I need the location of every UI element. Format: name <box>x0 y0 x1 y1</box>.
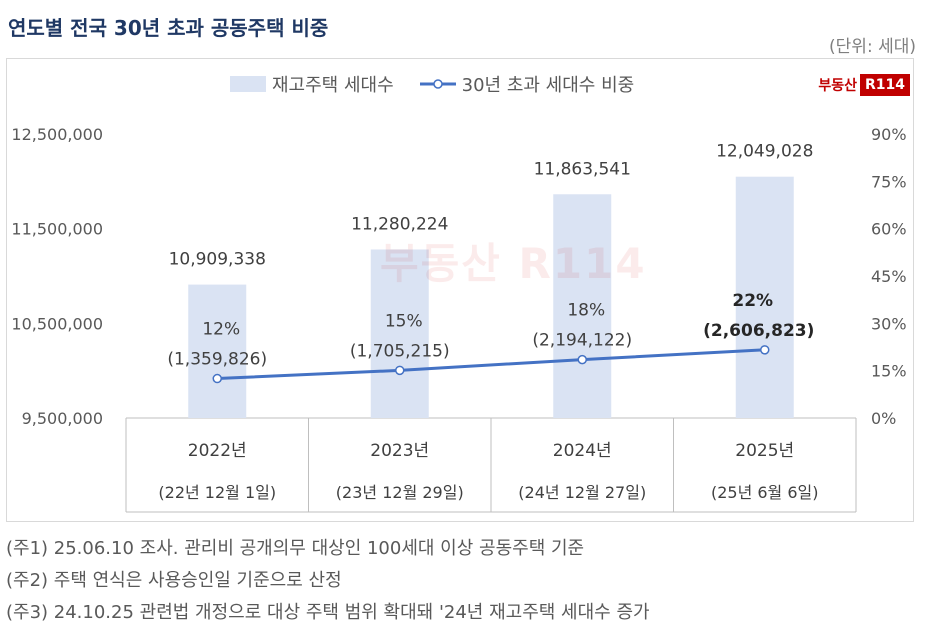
bar-value-label: 10,909,338 <box>169 250 266 270</box>
x-category-sublabel: (24년 12월 27일) <box>518 483 646 502</box>
y-right-tick-label: 45% <box>871 267 907 286</box>
y-left-tick-label: 9,500,000 <box>22 409 103 428</box>
bar <box>553 194 612 418</box>
bar <box>735 176 794 418</box>
x-category-sublabel: (22년 12월 1일) <box>158 483 276 502</box>
x-category-label: 2022년 <box>188 441 247 461</box>
chart-title: 연도별 전국 30년 초과 공동주택 비중 <box>8 16 329 40</box>
ratio-pct-label: 12% <box>202 320 240 340</box>
legend-line-label: 30년 초과 세대수 비중 <box>461 75 635 96</box>
x-category-label: 2024년 <box>553 441 612 461</box>
ratio-point <box>212 373 222 384</box>
bar-value-label: 11,863,541 <box>534 159 631 179</box>
ratio-count-label: (1,705,215) <box>350 341 450 361</box>
y-left-tick-label: 12,500,000 <box>11 125 103 144</box>
legend-bar-label: 재고주택 세대수 <box>272 75 394 96</box>
footnote-2: (주2) 주택 연식은 사용승인일 기준으로 산정 <box>6 570 342 591</box>
logo-text: 부동산 <box>818 78 857 94</box>
legend-line-swatch <box>419 79 456 89</box>
watermark: 부동산 R114 <box>380 230 647 291</box>
ratio-point <box>577 354 587 365</box>
bar <box>370 249 429 418</box>
y-right-tick-label: 15% <box>871 362 907 381</box>
ratio-count-label: (1,359,826) <box>167 350 267 370</box>
y-left-tick-label: 10,500,000 <box>11 314 103 333</box>
legend-bar-swatch <box>230 76 266 92</box>
ratio-pct-label: 22% <box>732 291 773 311</box>
bar-value-label: 11,280,224 <box>351 214 448 234</box>
x-category-sublabel: (25년 6월 6일) <box>711 483 819 502</box>
y-right-tick-label: 30% <box>871 314 907 333</box>
bar-value-label: 12,049,028 <box>716 142 813 162</box>
y-right-tick-label: 75% <box>871 172 907 191</box>
y-right-tick-label: 0% <box>871 409 896 428</box>
logo-badge: R114 <box>859 74 910 96</box>
watermark-text: 부동산 <box>380 239 502 288</box>
chart-frame <box>6 58 914 522</box>
footnote-1: (주1) 25.06.10 조사. 관리비 공개의무 대상인 100세대 이상 … <box>6 538 585 559</box>
legend-item-bar: 재고주택 세대수 <box>230 71 394 97</box>
y-left-tick-label: 11,500,000 <box>11 220 103 239</box>
unit-label: (단위: 세대) <box>829 37 916 57</box>
x-category-label: 2023년 <box>370 441 429 461</box>
brand-logo: 부동산 R114 <box>818 74 910 96</box>
ratio-count-label: (2,606,823) <box>703 321 814 341</box>
legend-item-line: 30년 초과 세대수 비중 <box>419 71 635 97</box>
legend: 재고주택 세대수 30년 초과 세대수 비중 <box>230 70 660 98</box>
ratio-pct-label: 15% <box>385 311 423 331</box>
y-right-tick-label: 90% <box>871 125 907 144</box>
ratio-point <box>760 345 770 355</box>
x-category-label: 2025년 <box>735 441 794 461</box>
bar <box>188 284 247 418</box>
x-category-sublabel: (23년 12월 29일) <box>336 483 464 502</box>
ratio-count-label: (2,194,122) <box>532 331 632 351</box>
ratio-line <box>217 348 765 381</box>
ratio-pct-label: 18% <box>567 301 605 321</box>
watermark-badge: R114 <box>518 239 647 288</box>
footnote-3: (주3) 24.10.25 관련법 개정으로 대상 주택 범위 확대돼 '24년… <box>6 602 650 623</box>
y-right-tick-label: 60% <box>871 220 907 239</box>
ratio-point <box>395 365 405 376</box>
